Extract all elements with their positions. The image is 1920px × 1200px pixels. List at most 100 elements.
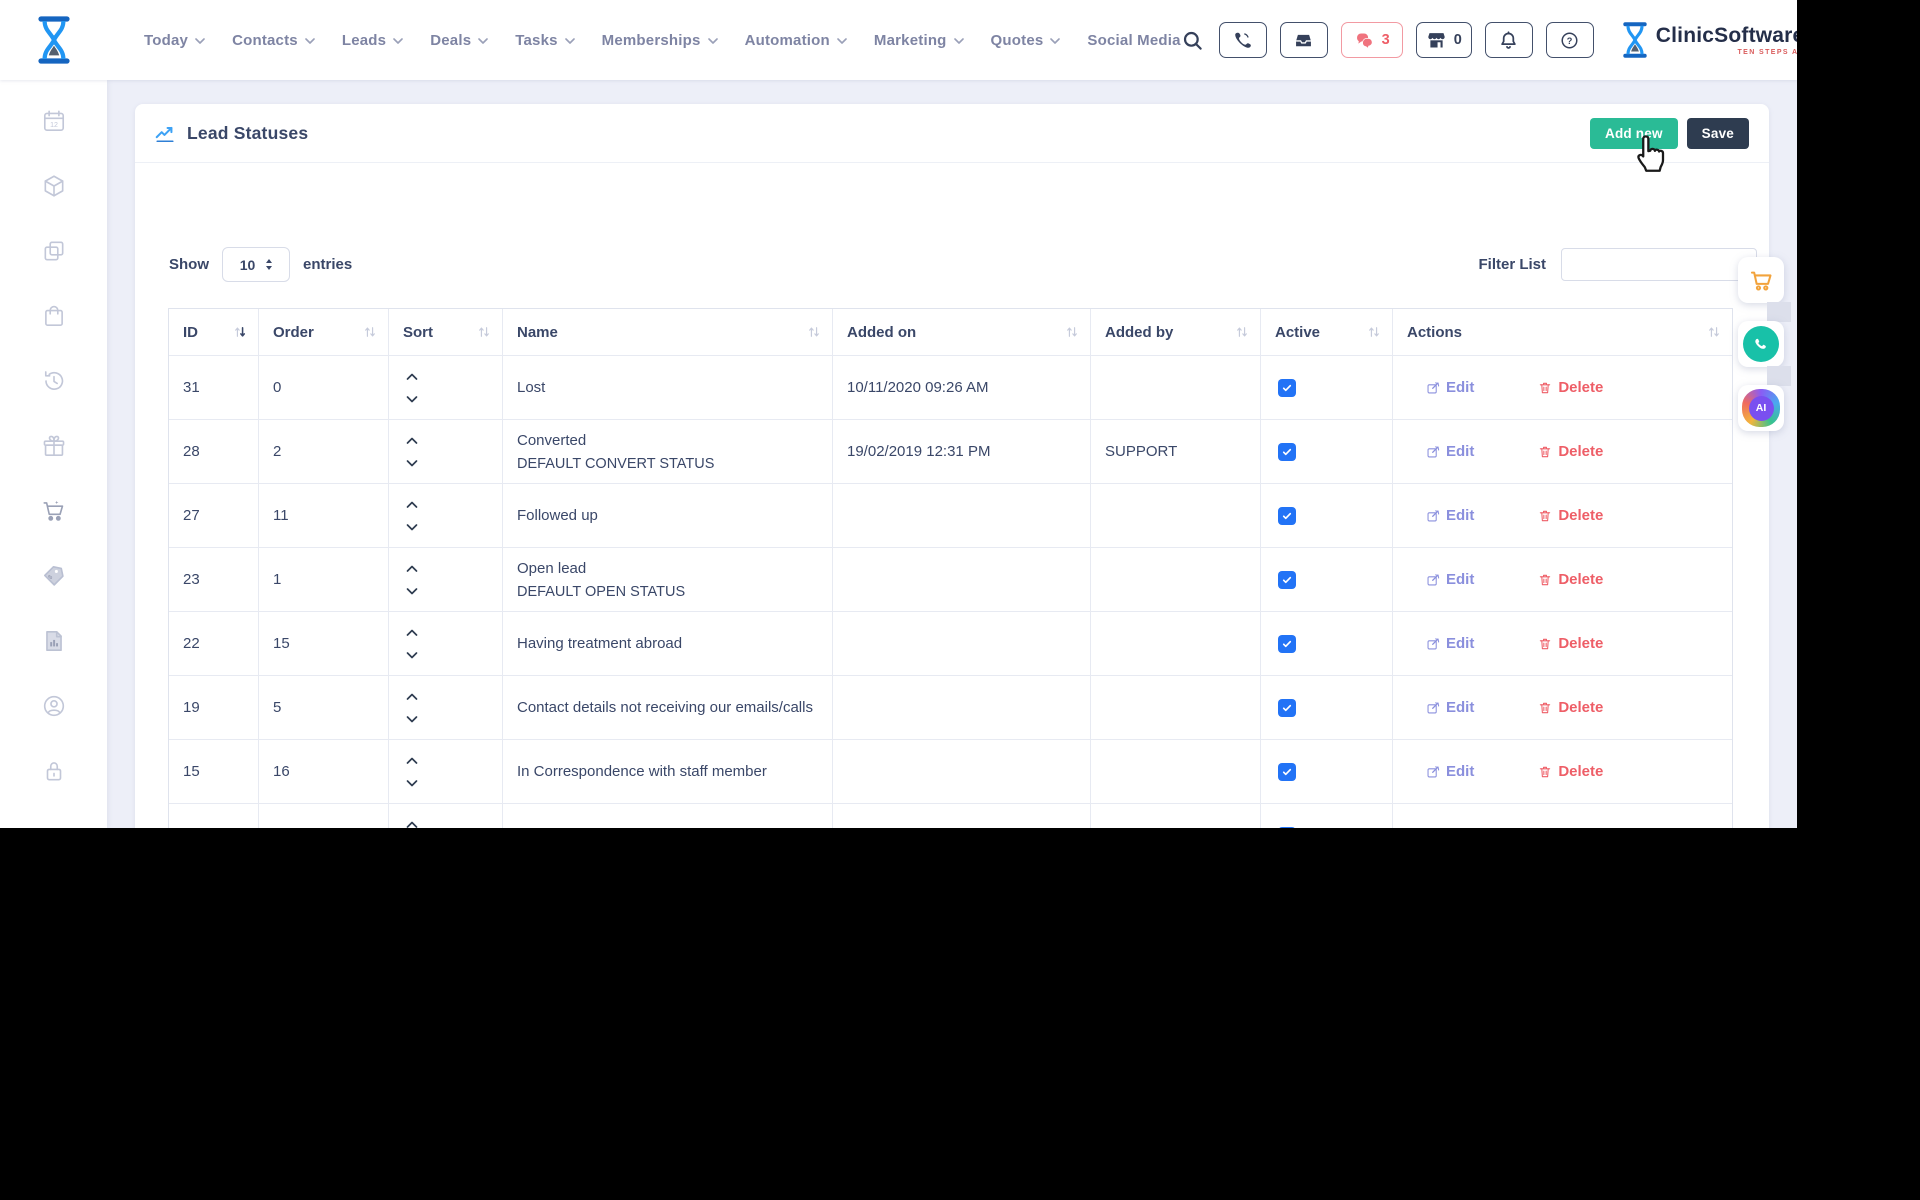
active-checkbox[interactable]	[1278, 634, 1296, 653]
move-down-button[interactable]	[406, 715, 418, 723]
search-icon[interactable]	[1181, 29, 1204, 52]
delete-link[interactable]: Delete	[1538, 699, 1603, 716]
move-up-button[interactable]	[406, 373, 418, 381]
active-checkbox[interactable]	[1278, 826, 1296, 828]
app-logo-hourglass-icon[interactable]	[30, 13, 78, 67]
move-up-button[interactable]	[406, 501, 418, 509]
whatsapp-widget-button[interactable]	[1738, 321, 1784, 367]
move-up-button[interactable]	[406, 629, 418, 637]
package-icon[interactable]	[41, 173, 67, 199]
clinicsoftware-brand[interactable]: ClinicSoftware .com TEN STEPS AHEAD	[1617, 19, 1797, 61]
chat-button[interactable]: 3	[1340, 22, 1403, 58]
copy-icon[interactable]	[41, 238, 67, 264]
phone-button[interactable]	[1218, 22, 1267, 58]
column-header-active[interactable]: Active	[1261, 309, 1393, 355]
edit-link[interactable]: Edit	[1426, 571, 1474, 588]
column-header-name[interactable]: Name	[503, 309, 833, 355]
column-label: Added on	[847, 323, 917, 341]
edit-link[interactable]: Edit	[1426, 763, 1474, 780]
lock-icon[interactable]	[41, 758, 67, 784]
move-up-button[interactable]	[406, 821, 418, 829]
main-content: Lead Statuses Add new Save Show 10 entri…	[107, 80, 1797, 828]
add-new-button[interactable]: Add new	[1590, 117, 1678, 149]
table-row: 22 15 Having treatment abroad Edit Delet…	[169, 611, 1732, 675]
active-checkbox[interactable]	[1278, 506, 1296, 525]
store-button[interactable]: 0	[1415, 22, 1472, 58]
inbox-button[interactable]	[1279, 22, 1328, 58]
ai-widget-button[interactable]: AI	[1738, 385, 1784, 431]
move-down-button[interactable]	[406, 587, 418, 595]
active-checkbox[interactable]	[1278, 762, 1296, 781]
gift-icon[interactable]	[41, 433, 67, 459]
bell-icon	[1498, 30, 1519, 51]
nav-item-automation[interactable]: Automation	[745, 32, 847, 49]
account-icon[interactable]	[41, 693, 67, 719]
shopping-bag-icon[interactable]	[41, 303, 67, 329]
column-header-order[interactable]: Order	[259, 309, 389, 355]
move-up-button[interactable]	[406, 437, 418, 445]
nav-item-label: Deals	[430, 31, 472, 49]
edit-pencil-icon	[1426, 445, 1440, 459]
active-checkbox[interactable]	[1278, 698, 1296, 717]
column-header-actions[interactable]: Actions	[1393, 309, 1732, 355]
svg-text:$: $	[47, 574, 54, 581]
nav-item-deals[interactable]: Deals	[430, 31, 489, 49]
shop-widget-button[interactable]	[1738, 257, 1784, 303]
notifications-button[interactable]	[1484, 22, 1533, 58]
edit-link[interactable]: Edit	[1426, 635, 1474, 652]
nav-item-today[interactable]: Today	[144, 32, 205, 49]
nav-item-contacts[interactable]: Contacts	[232, 32, 315, 49]
cell-name: Converted DEFAULT CONVERT STATUS	[503, 420, 833, 483]
cell-actions: Edit Delete	[1393, 484, 1732, 547]
active-checkbox[interactable]	[1278, 442, 1296, 461]
tags-icon[interactable]: $	[41, 563, 67, 589]
delete-link[interactable]: Delete	[1538, 763, 1603, 780]
delete-link[interactable]: Delete	[1538, 571, 1603, 588]
history-icon[interactable]	[41, 368, 67, 394]
column-header-added-on[interactable]: Added on	[833, 309, 1091, 355]
nav-item-memberships[interactable]: Memberships	[602, 32, 718, 49]
page-size-select[interactable]: 10	[222, 247, 290, 282]
column-header-added-by[interactable]: Added by	[1091, 309, 1261, 355]
delete-link[interactable]: Delete	[1538, 827, 1603, 828]
delete-link[interactable]: Delete	[1538, 379, 1603, 396]
edit-link[interactable]: Edit	[1426, 507, 1474, 524]
save-button[interactable]: Save	[1686, 117, 1749, 149]
nav-item-leads[interactable]: Leads	[342, 32, 404, 49]
move-down-button[interactable]	[406, 651, 418, 659]
report-icon[interactable]	[41, 628, 67, 654]
move-down-button[interactable]	[406, 395, 418, 403]
filter-list-input[interactable]	[1561, 248, 1757, 281]
delete-link[interactable]: Delete	[1538, 635, 1603, 652]
cell-id: 22	[169, 612, 259, 675]
edit-link[interactable]: Edit	[1426, 827, 1474, 828]
move-up-button[interactable]	[406, 757, 418, 765]
delete-link[interactable]: Delete	[1538, 507, 1603, 524]
inbox-icon	[1293, 30, 1314, 51]
edit-link[interactable]: Edit	[1426, 379, 1474, 396]
column-header-sort[interactable]: Sort	[389, 309, 503, 355]
cell-order: 5	[259, 676, 389, 739]
active-checkbox[interactable]	[1278, 570, 1296, 589]
cell-sort	[389, 612, 503, 675]
cart-icon[interactable]	[41, 498, 67, 524]
nav-item-quotes[interactable]: Quotes	[991, 32, 1061, 49]
nav-item-social-media[interactable]: Social Media	[1087, 32, 1180, 49]
delete-link[interactable]: Delete	[1538, 443, 1603, 460]
column-header-id[interactable]: ID	[169, 309, 259, 355]
move-down-button[interactable]	[406, 459, 418, 467]
nav-item-marketing[interactable]: Marketing	[874, 32, 964, 49]
help-button[interactable]: ?	[1545, 22, 1594, 58]
move-down-button[interactable]	[406, 523, 418, 531]
nav-item-label: Marketing	[873, 31, 947, 49]
calendar-icon[interactable]: 12	[41, 108, 67, 134]
move-down-button[interactable]	[406, 779, 418, 787]
move-up-button[interactable]	[406, 565, 418, 573]
nav-item-tasks[interactable]: Tasks	[515, 32, 575, 49]
edit-link[interactable]: Edit	[1426, 699, 1474, 716]
edit-link[interactable]: Edit	[1426, 443, 1474, 460]
cell-id: 27	[169, 484, 259, 547]
cell-active	[1261, 484, 1393, 547]
active-checkbox[interactable]	[1278, 378, 1296, 397]
move-up-button[interactable]	[406, 693, 418, 701]
